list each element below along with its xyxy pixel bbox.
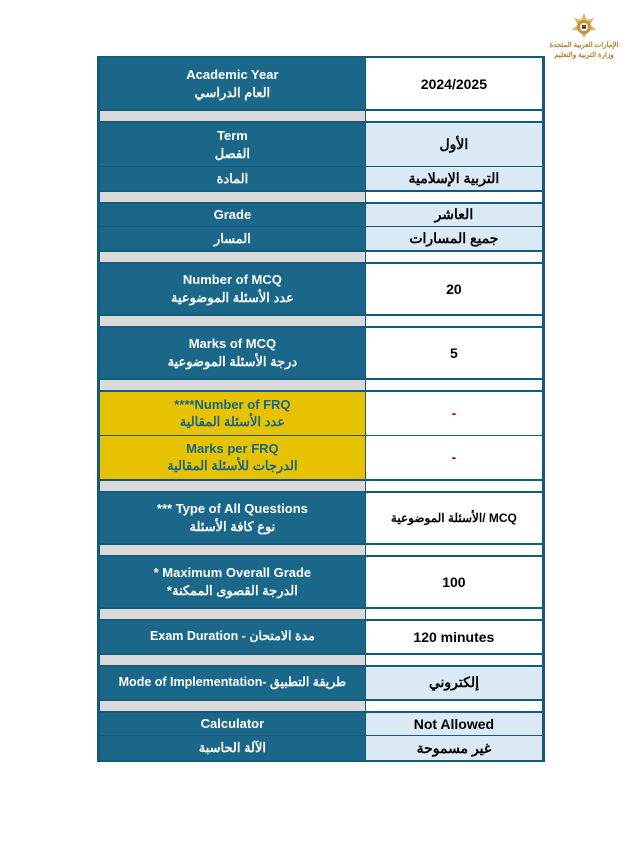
- sep-cell: [100, 480, 366, 492]
- label-academic-year-en: Academic Year: [106, 66, 359, 84]
- value-term: الأول: [365, 122, 542, 167]
- label-academic-year-ar: العام الدراسي: [106, 84, 359, 102]
- label-mcq-number: Number of MCQ عدد الأسئلة الموضوعية: [100, 263, 366, 315]
- sep-cell: [365, 480, 542, 492]
- value-calculator-ar: غير مسموحة: [365, 736, 542, 760]
- label-term: Term الفصل: [100, 122, 366, 167]
- sep-cell: [100, 608, 366, 620]
- uae-emblem-icon: [539, 10, 629, 40]
- label-frq-number: ****Number of FRQ عدد الأسئلة المقالية: [100, 391, 366, 436]
- value-question-type: الأسئلة الموضوعية/ MCQ: [365, 492, 542, 544]
- sep-cell: [100, 191, 366, 203]
- sep-cell: [365, 544, 542, 556]
- sep-cell: [365, 654, 542, 666]
- value-stream: جميع المسارات: [365, 227, 542, 251]
- label-academic-year: Academic Year العام الدراسي: [100, 58, 366, 110]
- sep-cell: [100, 654, 366, 666]
- sep-cell: [365, 700, 542, 712]
- label-question-type-en: *** Type of All Questions: [106, 500, 359, 518]
- sep-cell: [365, 191, 542, 203]
- sep-cell: [100, 315, 366, 327]
- label-frq-marks-en: Marks per FRQ: [106, 440, 359, 458]
- value-duration: 120 minutes: [365, 620, 542, 654]
- value-max-grade: 100: [365, 556, 542, 608]
- label-max-grade-ar: *الدرجة القصوى الممكنة: [106, 582, 359, 600]
- value-grade: العاشر: [365, 203, 542, 227]
- label-calculator-ar: الآلة الحاسبة: [100, 736, 366, 760]
- label-frq-number-en: ****Number of FRQ: [106, 396, 359, 414]
- label-mode: Mode of Implementation- طريقة التطبيق: [100, 666, 366, 700]
- label-question-type-ar: نوع كافة الأسئلة: [106, 518, 359, 536]
- sep-cell: [365, 315, 542, 327]
- value-mcq-marks: 5: [365, 327, 542, 379]
- sep-cell: [365, 379, 542, 391]
- sep-cell: [100, 251, 366, 263]
- value-academic-year: 2024/2025: [365, 58, 542, 110]
- label-question-type: *** Type of All Questions نوع كافة الأسئ…: [100, 492, 366, 544]
- sep-cell: [100, 379, 366, 391]
- label-stream: المسار: [100, 227, 366, 251]
- value-mode: إلكتروني: [365, 666, 542, 700]
- value-frq-marks: -: [365, 435, 542, 480]
- label-duration: Exam Duration - مدة الامتحان: [100, 620, 366, 654]
- value-subject: التربية الإسلامية: [365, 167, 542, 191]
- sep-cell: [365, 251, 542, 263]
- value-calculator-en: Not Allowed: [365, 712, 542, 736]
- label-subject: المادة: [100, 167, 366, 191]
- label-mcq-number-ar: عدد الأسئلة الموضوعية: [106, 289, 359, 307]
- label-max-grade-en: * Maximum Overall Grade: [106, 564, 359, 582]
- label-calculator-en: Calculator: [100, 712, 366, 736]
- label-mcq-number-en: Number of MCQ: [106, 271, 359, 289]
- sep-cell: [365, 608, 542, 620]
- sep-cell: [100, 700, 366, 712]
- value-mcq-number: 20: [365, 263, 542, 315]
- label-mcq-marks: Marks of MCQ درجة الأسئلة الموضوعية: [100, 327, 366, 379]
- ministry-line2: وزارة التربية والتعليم: [539, 52, 629, 60]
- label-frq-number-ar: عدد الأسئلة المقالية: [106, 413, 359, 431]
- label-frq-marks-ar: الدرجات للأسئلة المقالية: [106, 457, 359, 475]
- label-grade: Grade: [100, 203, 366, 227]
- sep-cell: [100, 110, 366, 122]
- value-frq-number: -: [365, 391, 542, 436]
- label-frq-marks: Marks per FRQ الدرجات للأسئلة المقالية: [100, 435, 366, 480]
- ministry-line1: الإمارات العربية المتحدة: [539, 42, 629, 50]
- sep-cell: [365, 110, 542, 122]
- label-mcq-marks-ar: درجة الأسئلة الموضوعية: [106, 353, 359, 371]
- sep-cell: [100, 544, 366, 556]
- label-mcq-marks-en: Marks of MCQ: [106, 335, 359, 353]
- label-max-grade: * Maximum Overall Grade *الدرجة القصوى ا…: [100, 556, 366, 608]
- label-term-ar: الفصل: [106, 145, 359, 163]
- label-term-en: Term: [106, 127, 359, 145]
- ministry-header: الإمارات العربية المتحدة وزارة التربية و…: [539, 10, 629, 61]
- exam-spec-table: Academic Year العام الدراسي 2024/2025 Te…: [97, 56, 545, 762]
